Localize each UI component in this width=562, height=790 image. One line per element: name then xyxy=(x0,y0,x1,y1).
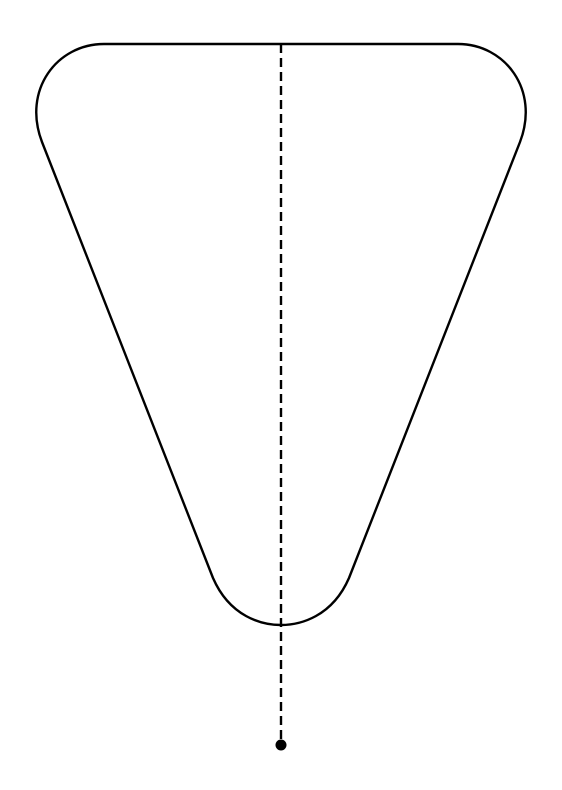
axis-endpoint-dot xyxy=(275,739,287,751)
